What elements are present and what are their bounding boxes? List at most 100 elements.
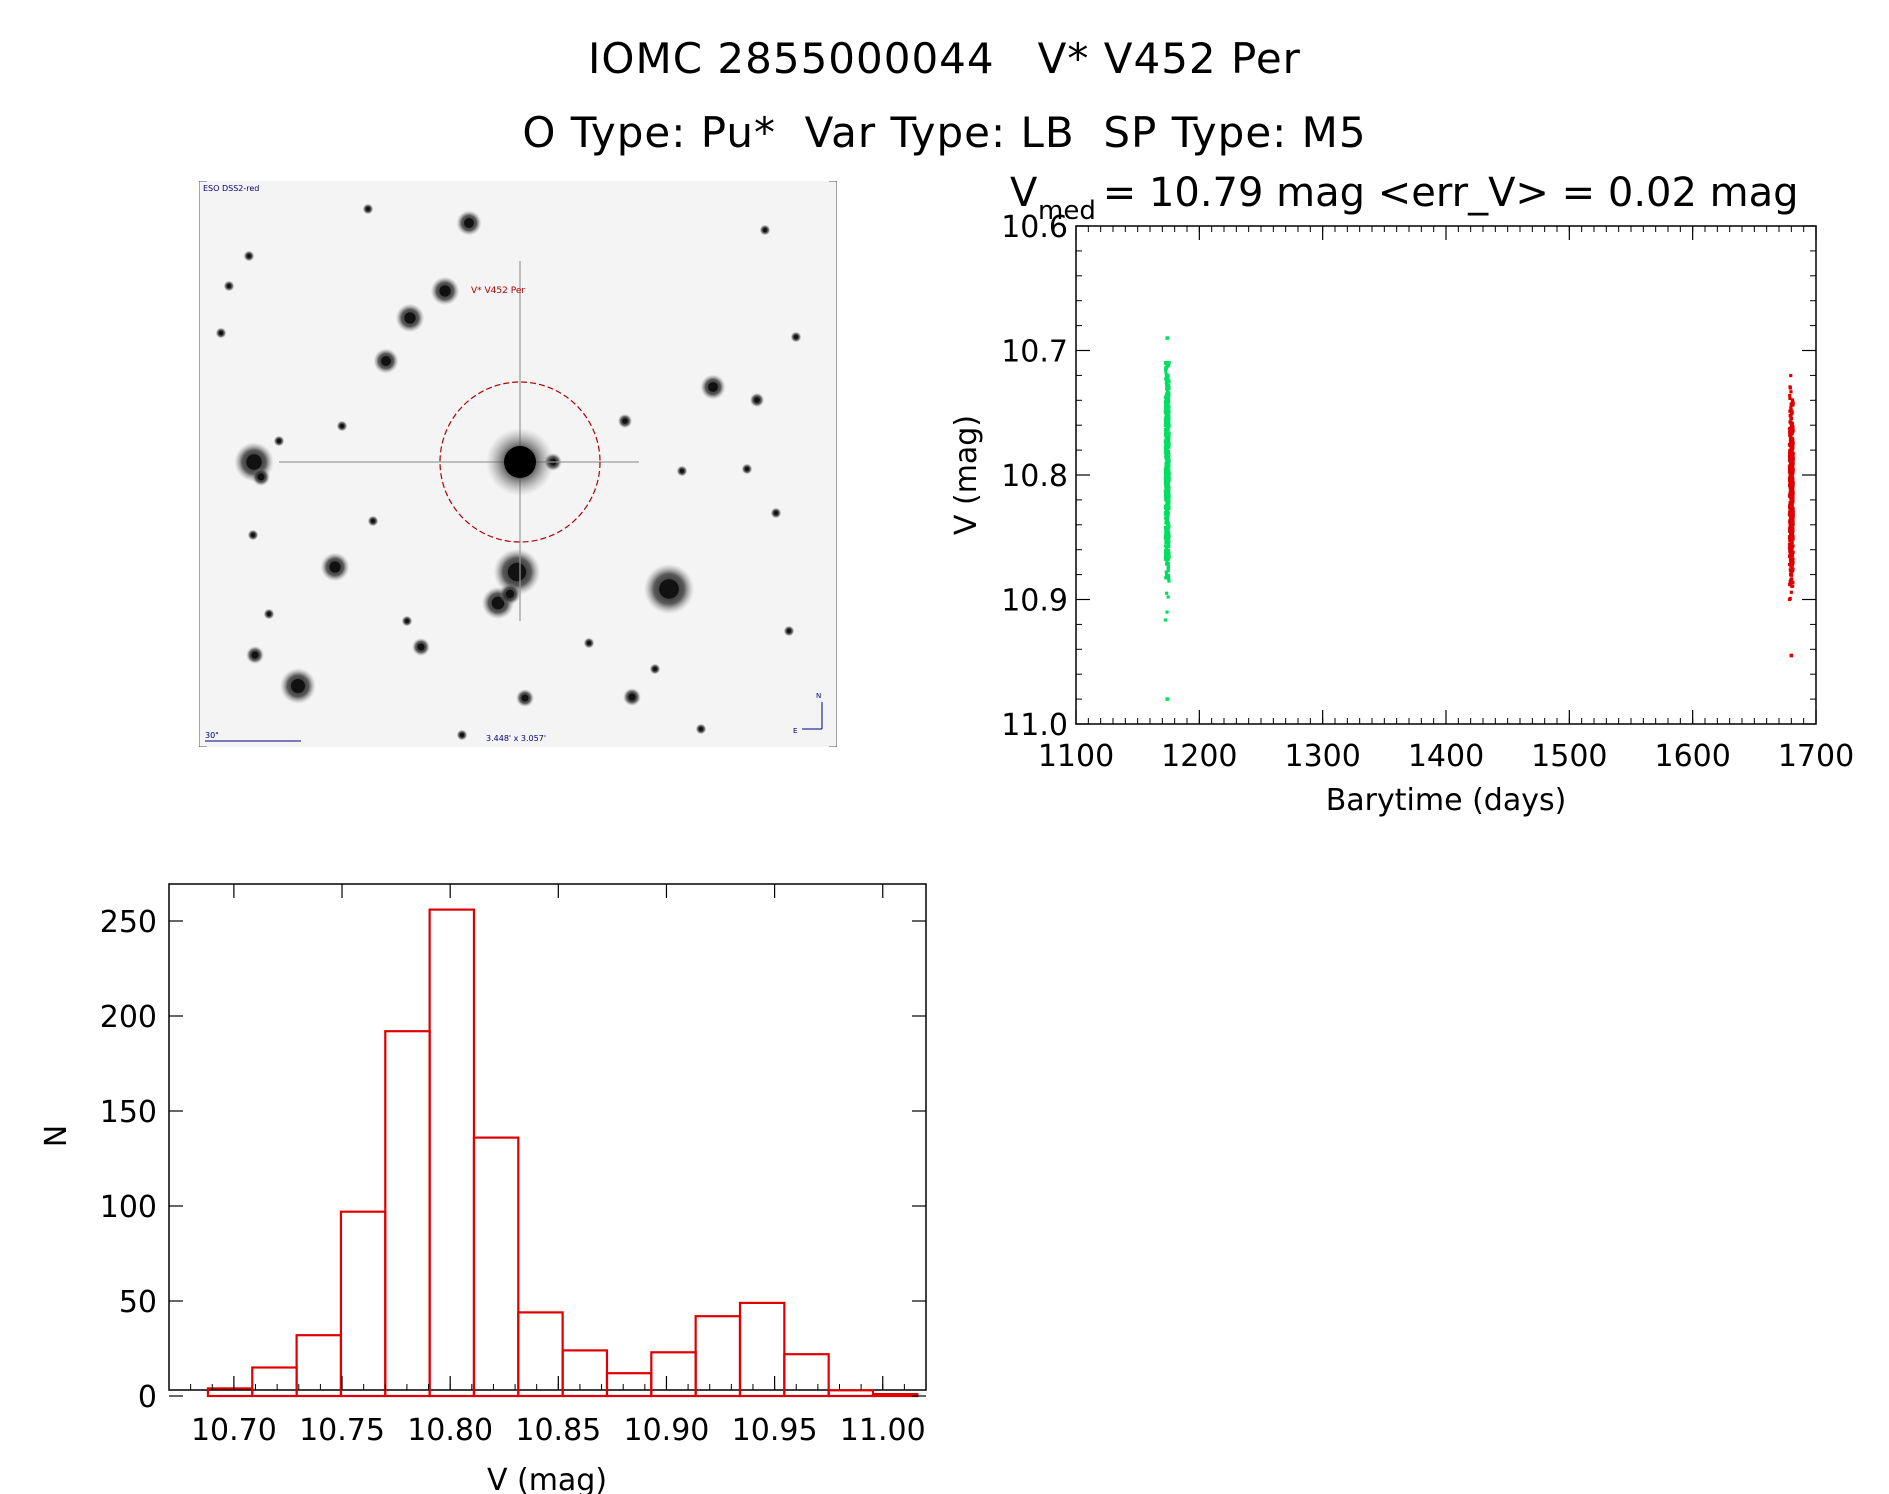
lc-xtick-label: 1700 xyxy=(1778,739,1854,774)
lc-point xyxy=(1788,478,1793,483)
lc-point xyxy=(1790,550,1794,555)
lc-point xyxy=(1164,448,1168,453)
lc-point xyxy=(1791,567,1795,571)
lc-point xyxy=(1166,514,1170,518)
lc-point xyxy=(1789,577,1793,581)
lc-ytick-label: 10.8 xyxy=(1001,459,1068,494)
lc-point xyxy=(1790,553,1795,558)
lc-point xyxy=(1167,387,1171,391)
lc-point xyxy=(1164,367,1168,371)
hist-bar xyxy=(871,1392,919,1398)
lc-point xyxy=(1790,439,1794,443)
lc-title: V med = 10.79 mag <err_V> = 0.02 mag xyxy=(1010,170,1799,226)
lc-point xyxy=(1166,452,1170,456)
lc-point xyxy=(1163,418,1168,422)
field-star-core xyxy=(291,679,305,693)
lc-ytick-label: 10.6 xyxy=(1001,210,1068,245)
field-star-core xyxy=(708,382,718,392)
lc-point xyxy=(1165,423,1169,427)
lc-point xyxy=(1165,484,1169,488)
lc-point xyxy=(1788,464,1792,468)
lc-point xyxy=(1788,580,1792,584)
hist-xtick-label: 10.75 xyxy=(299,1413,385,1448)
lc-point xyxy=(1788,505,1792,509)
lc-point xyxy=(1788,532,1793,536)
hist-xtick-label: 10.85 xyxy=(515,1413,601,1448)
lc-point xyxy=(1166,437,1170,441)
lc-point xyxy=(1788,529,1792,533)
lc-point xyxy=(1790,485,1795,489)
lc-point xyxy=(1790,523,1794,527)
lc-point xyxy=(1167,414,1171,418)
lc-point xyxy=(1788,449,1792,453)
lc-point xyxy=(1788,430,1792,434)
lc-point xyxy=(1165,411,1169,416)
lc-point xyxy=(1788,457,1792,462)
lc-point xyxy=(1789,409,1793,413)
hist-bar xyxy=(384,1030,431,1398)
lc-point xyxy=(1790,411,1794,415)
survey-label: ESO DSS2-red xyxy=(203,184,259,193)
hist-ytick-label: 0 xyxy=(138,1380,157,1415)
lc-xlabel: Barytime (days) xyxy=(1326,783,1567,818)
hist-bar xyxy=(339,1210,387,1398)
lc-point xyxy=(1167,409,1171,413)
hist-bar xyxy=(472,1136,520,1398)
lc-point xyxy=(1788,568,1792,572)
lc-point xyxy=(1166,526,1171,530)
lc-point xyxy=(1164,506,1168,510)
lc-point xyxy=(1165,562,1169,566)
lc-point xyxy=(1165,573,1169,577)
lc-point xyxy=(1165,336,1170,340)
lc-xtick-label: 1600 xyxy=(1654,739,1730,774)
lc-point xyxy=(1166,417,1170,422)
lc-point xyxy=(1163,472,1168,476)
lc-point xyxy=(1165,385,1169,389)
field-star-core xyxy=(218,330,224,336)
lc-point xyxy=(1167,383,1171,387)
lc-point xyxy=(1789,582,1793,586)
lc-ytick-label: 11.0 xyxy=(1001,708,1068,743)
lc-point xyxy=(1164,465,1168,469)
lc-point xyxy=(1789,373,1793,378)
lc-point xyxy=(1789,653,1794,658)
lc-point xyxy=(1163,536,1168,541)
field-star-core xyxy=(417,643,425,651)
field-star-core xyxy=(464,218,474,228)
lc-point xyxy=(1167,500,1171,505)
lc-point xyxy=(1790,540,1794,545)
lc-point xyxy=(1165,459,1170,463)
lc-point xyxy=(1166,446,1170,450)
lc-point xyxy=(1788,396,1792,401)
lc-point xyxy=(1167,424,1171,428)
lc-point xyxy=(1788,475,1792,479)
field-star-core xyxy=(628,693,636,701)
lc-point xyxy=(1790,531,1795,535)
lc-point xyxy=(1164,541,1168,545)
lc-point xyxy=(1166,574,1170,578)
lc-point xyxy=(1164,530,1168,534)
lc-point xyxy=(1789,557,1793,561)
hist-ylabel: N xyxy=(39,1125,74,1147)
lc-xtick-label: 1500 xyxy=(1531,739,1607,774)
lc-point xyxy=(1167,577,1171,581)
field-star-core xyxy=(786,628,792,634)
lc-point xyxy=(1167,380,1171,384)
lc-point xyxy=(1166,374,1170,378)
lc-point xyxy=(1165,377,1169,381)
hist-bar xyxy=(295,1334,343,1398)
lc-point xyxy=(1166,468,1170,472)
lc-point xyxy=(1790,569,1795,573)
lc-point xyxy=(1791,518,1795,522)
lc-point xyxy=(1789,435,1793,439)
field-star-core xyxy=(679,468,685,474)
lc-point xyxy=(1163,618,1168,622)
lc-point xyxy=(1788,420,1792,424)
lc-point xyxy=(1164,475,1168,479)
lc-point xyxy=(1165,610,1169,614)
lc-point xyxy=(1789,402,1793,406)
hist-ytick-label: 250 xyxy=(100,905,157,940)
lc-xtick-label: 1400 xyxy=(1408,739,1484,774)
north-label: N xyxy=(816,692,821,700)
